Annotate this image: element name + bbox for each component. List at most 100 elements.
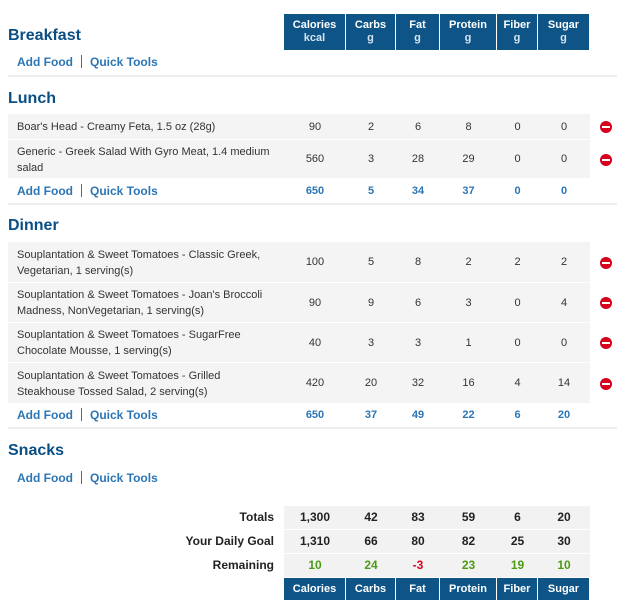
value-protein: 16 <box>462 377 475 389</box>
delete-icon[interactable] <box>600 256 612 269</box>
value-fat: 3 <box>414 337 422 349</box>
value-sugar: 10 <box>557 558 571 572</box>
value-protein: 82 <box>461 534 476 548</box>
value-fiber: 25 <box>510 534 525 548</box>
value-protein: 37 <box>462 185 475 197</box>
food-name[interactable]: Souplantation & Sweet Tomatoes - Grilled… <box>17 369 221 398</box>
food-name[interactable]: Souplantation & Sweet Tomatoes - Classic… <box>17 248 261 277</box>
column-label: Protein <box>449 19 487 31</box>
delete-icon[interactable] <box>600 377 612 390</box>
meal-title-snacks: Snacks <box>8 442 65 459</box>
meal-links: Add Food Quick Tools <box>17 471 158 485</box>
add-food-link[interactable]: Add Food <box>17 471 73 485</box>
value-fiber: 19 <box>510 558 525 572</box>
delete-icon[interactable] <box>600 121 612 133</box>
value-calories: 1,300 <box>299 510 331 524</box>
column-header-fiber: Fiber <box>497 578 538 600</box>
column-header-fat: Fat g <box>396 14 440 50</box>
value-protein: 23 <box>461 558 476 572</box>
value-fiber: 0 <box>514 337 521 349</box>
food-name[interactable]: Souplantation & Sweet Tomatoes - SugarFr… <box>17 329 241 357</box>
value-sugar: 30 <box>557 534 571 548</box>
value-sugar: 0 <box>560 153 568 165</box>
food-row[interactable]: Souplantation & Sweet Tomatoes - Classic… <box>8 242 590 283</box>
column-header-protein: Protein <box>440 578 497 600</box>
value-protein: 1 <box>465 337 472 349</box>
value-protein: 8 <box>465 121 472 133</box>
column-header-calories: Calories kcal <box>284 14 346 50</box>
section-divider <box>8 75 617 77</box>
food-name[interactable]: Souplantation & Sweet Tomatoes - Joan's … <box>17 289 263 317</box>
value-sugar: 0 <box>560 337 568 349</box>
food-row[interactable]: Boar's Head - Creamy Feta, 1.5 oz (28g) 9… <box>8 114 590 140</box>
summary-row-remaining <box>284 554 590 578</box>
value-fiber: 0 <box>514 297 521 309</box>
value-calories: 650 <box>305 409 325 421</box>
value-calories: 1,310 <box>299 534 331 548</box>
column-header-sugar: Sugar <box>538 578 590 600</box>
value-fat: 80 <box>411 534 425 548</box>
column-label: Fat <box>409 19 426 31</box>
delete-icon[interactable] <box>600 297 612 309</box>
food-name[interactable]: Boar's Head - Creamy Feta, 1.5 oz (28g) <box>17 121 216 133</box>
quick-tools-link[interactable]: Quick Tools <box>89 55 158 69</box>
value-sugar: 20 <box>557 409 571 421</box>
meal-title-dinner: Dinner <box>8 217 59 234</box>
column-header: Calories kcal Carbs g Fat g Protein g Fiber g Suga… <box>284 14 590 50</box>
delete-icon[interactable] <box>600 337 612 349</box>
meal-links: Add Food Quick Tools <box>17 55 158 69</box>
column-unit: g <box>513 32 521 44</box>
value-fat: 83 <box>411 510 425 524</box>
add-food-link[interactable]: Add Food <box>17 408 73 422</box>
value-carbs: 42 <box>364 510 378 524</box>
food-row[interactable]: Souplantation & Sweet Tomatoes - Grilled… <box>8 363 590 404</box>
value-fat: 6 <box>414 121 422 133</box>
value-carbs: 5 <box>367 256 375 268</box>
value-fat: 32 <box>411 377 425 389</box>
column-unit: g <box>560 32 567 44</box>
value-fat: 28 <box>411 153 425 165</box>
value-carbs: 2 <box>367 121 375 133</box>
value-fat: 6 <box>414 297 422 309</box>
value-fat: 8 <box>414 256 422 268</box>
value-carbs: 9 <box>367 297 375 309</box>
food-row[interactable]: Souplantation & Sweet Tomatoes - SugarFr… <box>8 323 590 363</box>
quick-tools-link[interactable]: Quick Tools <box>89 471 158 485</box>
quick-tools-link[interactable]: Quick Tools <box>89 408 158 422</box>
value-calories: 100 <box>305 256 325 268</box>
section-divider <box>8 427 617 429</box>
column-label: Calories <box>292 19 337 31</box>
column-header-fiber: Fiber g <box>497 14 538 50</box>
column-label: Sugar <box>547 19 580 31</box>
value-fiber: 4 <box>514 377 521 389</box>
summary-row-your-daily-goal <box>284 530 590 554</box>
food-row[interactable]: Generic - Greek Salad With Gyro Meat, 1.… <box>8 140 590 179</box>
add-food-link[interactable]: Add Food <box>17 55 73 69</box>
value-calories: 90 <box>308 297 322 309</box>
column-label: Carbs <box>354 19 387 31</box>
add-food-link[interactable]: Add Food <box>17 184 73 198</box>
value-sugar: 2 <box>560 256 568 268</box>
link-separator <box>80 55 82 68</box>
value-protein: 22 <box>462 409 475 421</box>
column-header-carbs: Carbs <box>346 578 396 600</box>
column-header-calories: Calories <box>284 578 346 600</box>
value-calories: 650 <box>305 185 325 197</box>
summary-label: Totals <box>239 510 274 524</box>
value-fiber: 0 <box>514 153 521 165</box>
value-calories: 90 <box>308 121 322 133</box>
delete-icon[interactable] <box>600 153 612 166</box>
food-name[interactable]: Generic - Greek Salad With Gyro Meat, 1.… <box>17 145 270 174</box>
value-fiber: 0 <box>514 185 521 197</box>
meal-title-breakfast: Breakfast <box>8 27 81 44</box>
column-unit: g <box>464 32 472 44</box>
value-carbs: 24 <box>364 558 378 572</box>
column-header-footer: Calories Carbs Fat Protein Fiber Sugar <box>284 578 590 600</box>
value-calories: 560 <box>305 153 325 165</box>
food-row[interactable]: Souplantation & Sweet Tomatoes - Joan's … <box>8 283 590 323</box>
value-fat: 49 <box>411 409 425 421</box>
column-label: Calories <box>292 583 337 595</box>
value-carbs: 66 <box>364 534 378 548</box>
link-separator <box>80 471 82 484</box>
quick-tools-link[interactable]: Quick Tools <box>89 184 158 198</box>
